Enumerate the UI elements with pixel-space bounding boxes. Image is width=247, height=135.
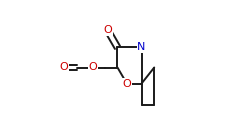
Text: O: O <box>103 25 112 35</box>
Text: O: O <box>123 79 131 89</box>
Text: O: O <box>88 63 97 72</box>
Text: N: N <box>137 43 146 53</box>
Text: O: O <box>60 63 68 72</box>
